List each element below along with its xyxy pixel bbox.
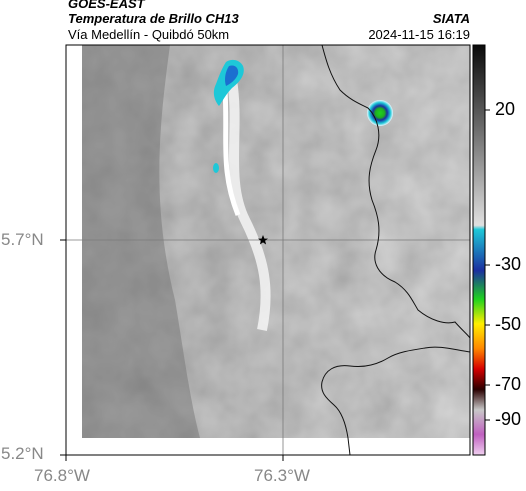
colorbar-label-minus90: -90 [495, 409, 522, 429]
lat-label-5-2: 5.2°N [1, 444, 44, 463]
colorbar [472, 44, 486, 456]
satellite-title: GOES-EAST [68, 0, 145, 11]
timestamp-label: 2024-11-15 16:19 [368, 27, 470, 42]
satellite-image [66, 45, 470, 455]
lon-label-76-3: 76.3°W [254, 466, 310, 485]
lon-label-76-8: 76.8°W [34, 466, 90, 485]
map-frame [65, 44, 471, 456]
colorbar-label-20: 20 [495, 99, 516, 119]
colorbar-label-minus70: -70 [495, 374, 522, 394]
agency-label: SIATA [432, 11, 470, 26]
lat-label-5-7: 5.7°N [1, 230, 44, 249]
colorbar-label-minus30: -30 [495, 254, 522, 274]
colorbar-label-minus50: -50 [495, 314, 522, 334]
route-subtitle: Vía Medellín - Quibdó 50km [68, 27, 230, 42]
product-title: Temperatura de Brillo CH13 [68, 11, 239, 26]
star-marker [258, 235, 268, 245]
